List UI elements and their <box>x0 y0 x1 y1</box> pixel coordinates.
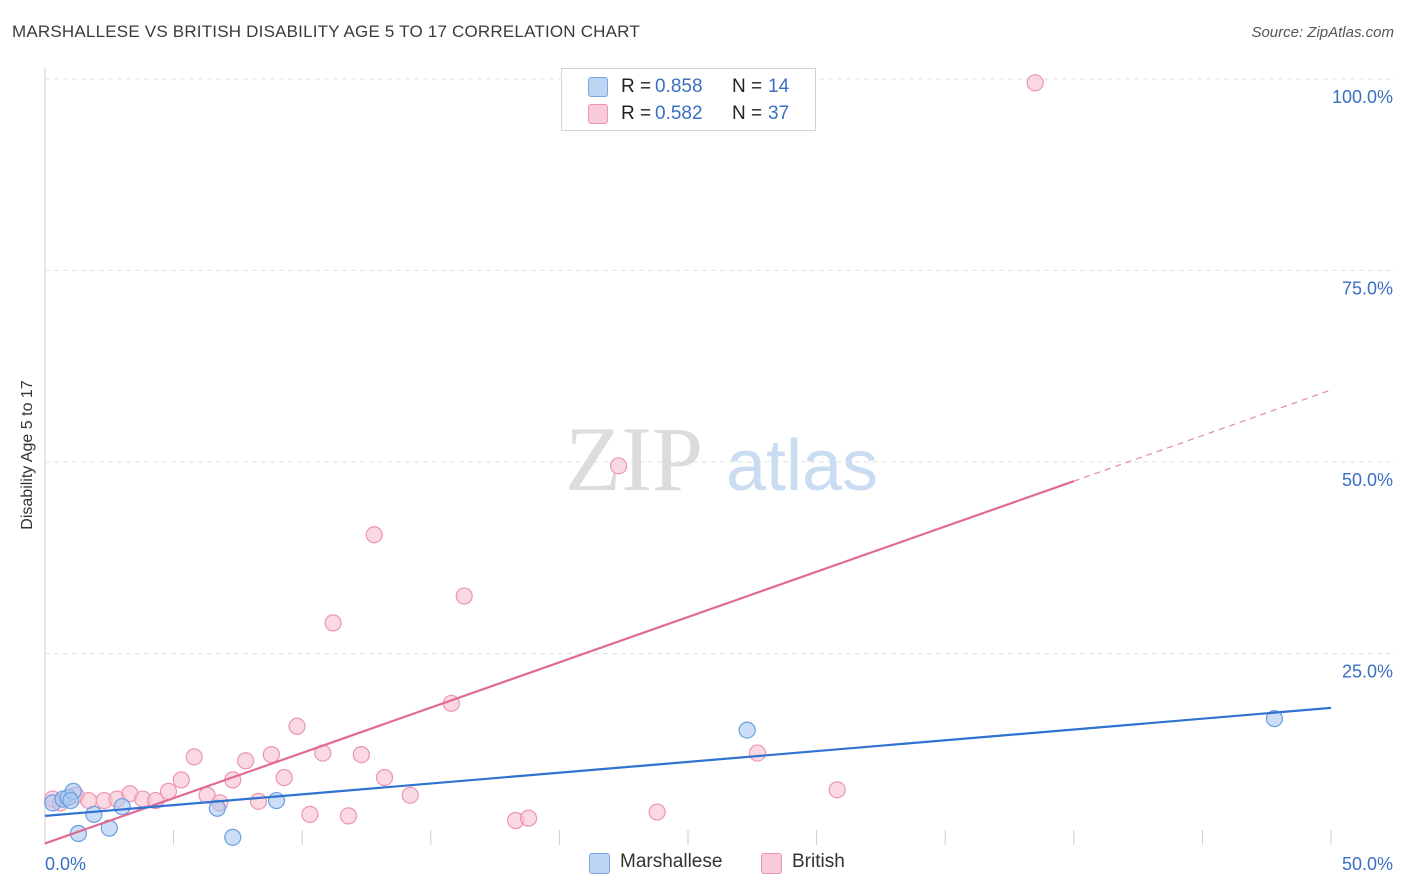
watermark-atlas: atlas <box>726 426 878 506</box>
bottom-legend-swatch-marshallese <box>589 853 610 874</box>
watermark: ZIP atlas <box>565 408 878 510</box>
x-tick-label-max: 50.0% <box>1342 854 1393 874</box>
marshallese-trend-line <box>44 706 1332 817</box>
legend-n-value: 37 <box>768 103 790 124</box>
source-label: Source: ZipAtlas.com <box>1251 24 1394 41</box>
legend-r-label: R = <box>621 103 652 124</box>
british-point <box>365 526 383 544</box>
marshallese-point <box>62 791 80 810</box>
british-point <box>455 587 473 605</box>
trend-layer <box>44 389 1332 845</box>
chart-title: MARSHALLESE VS BRITISH DISABILITY AGE 5 … <box>12 22 640 41</box>
british-point <box>339 807 358 825</box>
y-tick-label: 25.0% <box>1342 662 1393 682</box>
marshallese-point <box>224 828 242 846</box>
marshallese-point <box>1265 710 1284 728</box>
british-trend-extension <box>1073 389 1332 482</box>
marshallese-point <box>113 798 131 816</box>
british-point <box>519 809 538 827</box>
y-tick-label: 100.0% <box>1332 87 1393 107</box>
bottom-legend-label-british: British <box>792 851 845 872</box>
british-point <box>324 614 342 632</box>
legend-r-label: R = <box>621 76 652 97</box>
marshallese-point <box>85 805 103 823</box>
british-point <box>275 768 293 787</box>
bottom-legend-label-marshallese: Marshallese <box>620 851 723 872</box>
marshallese-point <box>208 799 226 817</box>
british-point <box>288 717 306 735</box>
legend-n-value: 14 <box>768 76 790 97</box>
legend-r-value: 0.858 <box>655 76 703 97</box>
legend-n-label: N = <box>732 76 763 97</box>
bottom-legend-swatch-british <box>761 853 782 874</box>
legend-r-value: 0.582 <box>655 103 703 124</box>
watermark-zip: ZIP <box>565 408 703 510</box>
legend-swatch-marshallese <box>588 77 608 97</box>
marshallese-point <box>738 721 756 739</box>
legend-swatch-british <box>588 104 608 124</box>
y-tick-label: 75.0% <box>1342 279 1393 299</box>
british-point <box>249 792 268 810</box>
british-point <box>1026 74 1044 92</box>
british-point <box>609 457 628 475</box>
british-point <box>172 771 190 789</box>
british-point <box>352 746 370 764</box>
british-point <box>748 744 767 762</box>
british-point <box>262 746 280 764</box>
british-point <box>828 781 846 799</box>
x-tick-label-min: 0.0% <box>45 854 86 874</box>
british-point <box>301 805 319 823</box>
british-point <box>185 748 203 766</box>
british-point <box>401 786 419 804</box>
grid-layer <box>44 68 1396 845</box>
legend: R = 0.858 N = 14 R = 0.582 N = 37 <box>561 68 816 131</box>
legend-n-label: N = <box>732 103 763 124</box>
british-point <box>237 752 255 770</box>
y-tick-label: 50.0% <box>1342 470 1393 490</box>
british-point <box>375 768 394 787</box>
british-trend-line <box>44 480 1075 845</box>
tick-layer: 25.0% 50.0% 75.0% 100.0% 0.0% 50.0% <box>45 87 1393 874</box>
british-point <box>648 803 666 821</box>
